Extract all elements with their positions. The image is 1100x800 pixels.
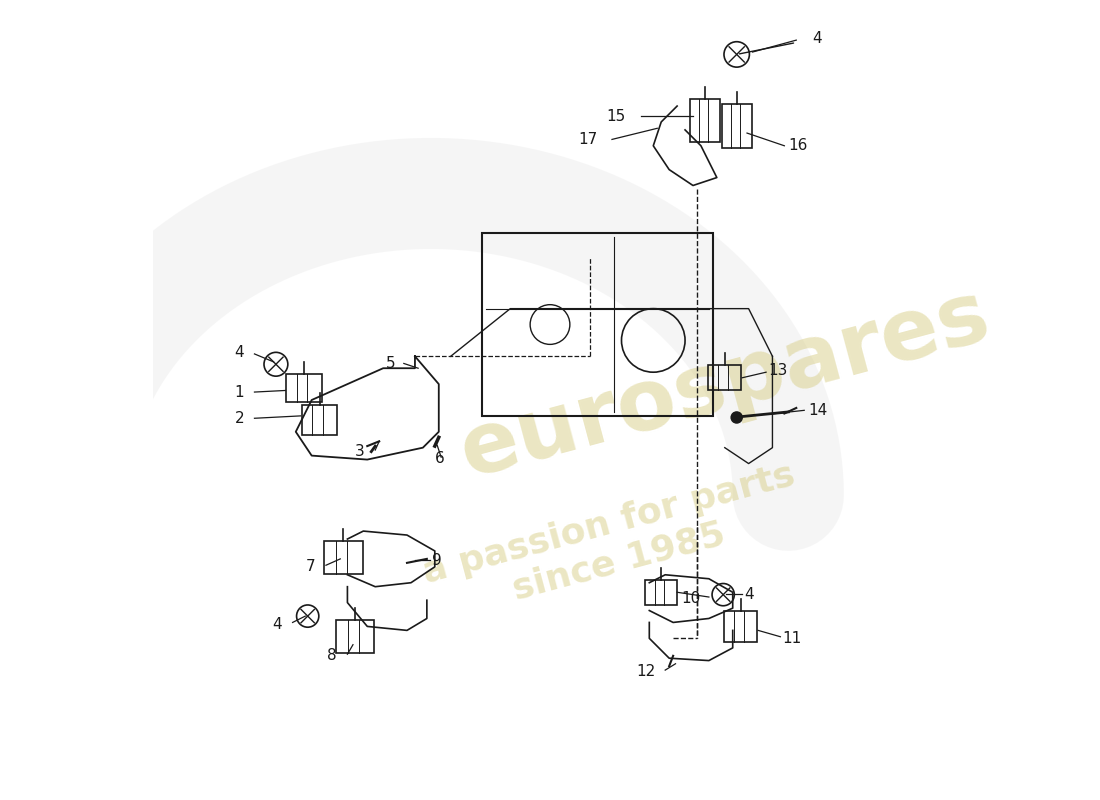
Text: 4: 4 [273, 617, 283, 631]
Bar [646, 579, 678, 605]
Text: 8: 8 [328, 648, 337, 663]
Text: 4: 4 [812, 31, 822, 46]
Text: 4: 4 [234, 345, 244, 360]
Bar [708, 365, 741, 390]
Text: 9: 9 [432, 553, 442, 568]
Text: 14: 14 [808, 403, 827, 418]
Text: 6: 6 [434, 451, 444, 466]
Text: 13: 13 [769, 363, 788, 378]
Text: 7: 7 [306, 559, 316, 574]
Bar [337, 620, 374, 654]
Bar [286, 374, 321, 402]
Bar [690, 98, 721, 142]
Text: 1: 1 [234, 385, 244, 399]
Text: 4: 4 [745, 587, 755, 602]
Text: 17: 17 [579, 132, 597, 147]
Bar [724, 611, 757, 642]
Text: 12: 12 [637, 664, 656, 679]
Text: 16: 16 [789, 138, 807, 154]
Text: 15: 15 [606, 109, 626, 124]
Text: 3: 3 [355, 444, 365, 459]
Circle shape [732, 412, 742, 423]
Text: 10: 10 [682, 591, 701, 606]
Text: eurospares: eurospares [451, 274, 999, 494]
Text: a passion for parts
since 1985: a passion for parts since 1985 [419, 458, 808, 628]
Text: 11: 11 [783, 631, 802, 646]
Bar [324, 541, 363, 574]
Text: 2: 2 [234, 410, 244, 426]
Text: 5: 5 [385, 356, 395, 371]
Bar [301, 405, 338, 435]
Bar [722, 104, 751, 148]
